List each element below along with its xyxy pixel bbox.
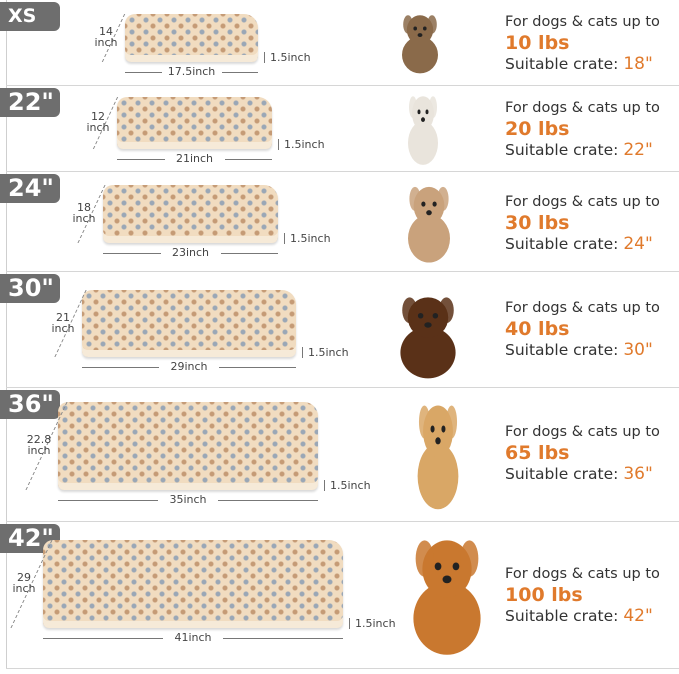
fit-description: For dogs & cats up to — [505, 100, 660, 116]
depth-value: 22.8 — [26, 433, 52, 446]
ragdoll-cat-icon — [408, 96, 438, 165]
yorkie-dog-icon — [402, 15, 438, 74]
golden-retriever-sitting-icon — [417, 405, 459, 510]
depth-value: 29 — [17, 571, 31, 584]
width-label: 21inch — [164, 153, 225, 164]
size-row: XS 14 inch 17.5inch 1.5inch For dogs & ca… — [0, 0, 679, 86]
dachshund-icon — [400, 297, 456, 379]
thickness-label: 1.5inch — [284, 233, 331, 244]
depth-label: 18 inch — [67, 202, 101, 224]
depth-unit: inch — [86, 121, 110, 134]
fit-info: For dogs & cats up to 100 lbs Suitable c… — [505, 564, 660, 627]
depth-unit: inch — [94, 36, 118, 49]
crate-label: Suitable crate: — [505, 341, 619, 359]
depth-label: 29 inch — [7, 572, 41, 594]
width-label: 29inch — [159, 361, 219, 372]
fit-info: For dogs & cats up to 65 lbs Suitable cr… — [505, 422, 660, 485]
thickness-label: 1.5inch — [278, 139, 325, 150]
suitable-crate: Suitable crate: 24" — [505, 234, 660, 255]
weight-limit: 20 lbs — [505, 118, 570, 140]
weight-limit: 10 lbs — [505, 32, 570, 54]
crate-label: Suitable crate: — [505, 607, 619, 625]
size-row: 42" 29 inch 41inch 1.5inch For dogs & cat… — [0, 522, 679, 669]
thickness-label: 1.5inch — [349, 618, 396, 629]
crate-size: 30" — [623, 340, 653, 360]
size-row: 22" 12 inch 21inch 1.5inch For dogs & cat… — [0, 86, 679, 172]
thickness-label: 1.5inch — [264, 52, 311, 63]
depth-value: 12 — [91, 110, 105, 123]
size-row: 36" 22.8 inch 35inch 1.5inch For dogs & c… — [0, 388, 679, 522]
pet-mat-image — [117, 97, 272, 149]
width-label: 17.5inch — [161, 66, 222, 77]
pet-mat-image — [58, 402, 318, 490]
depth-value: 18 — [77, 201, 91, 214]
fit-info: For dogs & cats up to 30 lbs Suitable cr… — [505, 192, 660, 255]
width-label: 41inch — [163, 632, 223, 643]
suitable-crate: Suitable crate: 42" — [505, 606, 660, 627]
crate-size: 36" — [623, 464, 653, 484]
depth-unit: inch — [12, 582, 36, 595]
width-label: 35inch — [158, 494, 218, 505]
crate-label: Suitable crate: — [505, 141, 619, 159]
pet-mat-image — [103, 185, 278, 243]
suitable-crate: Suitable crate: 22" — [505, 140, 660, 161]
crate-size: 18" — [623, 54, 653, 74]
depth-value: 14 — [99, 25, 113, 38]
width-label: 23inch — [160, 247, 221, 258]
french-bulldog-icon — [408, 186, 450, 263]
depth-label: 14 inch — [89, 26, 123, 48]
depth-label: 22.8 inch — [22, 434, 56, 456]
fit-info: For dogs & cats up to 40 lbs Suitable cr… — [505, 298, 660, 361]
thickness-label: 1.5inch — [324, 480, 371, 491]
crate-label: Suitable crate: — [505, 235, 619, 253]
fit-info: For dogs & cats up to 10 lbs Suitable cr… — [505, 12, 660, 75]
depth-unit: inch — [27, 444, 51, 457]
depth-label: 12 inch — [81, 111, 115, 133]
weight-limit: 30 lbs — [505, 212, 570, 234]
pet-mat-image — [43, 540, 343, 628]
golden-retriever-lying-icon — [413, 540, 481, 655]
crate-size: 24" — [623, 234, 653, 254]
suitable-crate: Suitable crate: 18" — [505, 54, 660, 75]
size-badge: 30" — [0, 274, 60, 303]
fit-description: For dogs & cats up to — [505, 566, 660, 582]
crate-size: 42" — [623, 606, 653, 626]
size-badge: XS — [0, 2, 60, 31]
fit-description: For dogs & cats up to — [505, 300, 660, 316]
fit-description: For dogs & cats up to — [505, 194, 660, 210]
size-badge: 22" — [0, 88, 60, 117]
weight-limit: 100 lbs — [505, 584, 583, 606]
suitable-crate: Suitable crate: 36" — [505, 464, 660, 485]
weight-limit: 40 lbs — [505, 318, 570, 340]
weight-limit: 65 lbs — [505, 442, 570, 464]
suitable-crate: Suitable crate: 30" — [505, 340, 660, 361]
pet-mat-image — [125, 14, 258, 62]
depth-value: 21 — [56, 310, 70, 324]
size-row: 30" 21 inch 29inch 1.5inch For dogs & cat… — [0, 272, 679, 388]
depth-unit: inch — [51, 321, 75, 335]
crate-size: 22" — [623, 140, 653, 160]
thickness-label: 1.5inch — [302, 347, 349, 358]
size-badge: 24" — [0, 174, 60, 203]
size-row: 24" 18 inch 23inch 1.5inch For dogs & cat… — [0, 172, 679, 272]
pet-mat-image — [82, 290, 296, 357]
crate-label: Suitable crate: — [505, 55, 619, 73]
crate-label: Suitable crate: — [505, 465, 619, 483]
fit-info: For dogs & cats up to 20 lbs Suitable cr… — [505, 98, 660, 161]
size-badge: 36" — [0, 390, 60, 419]
depth-label: 21 inch — [46, 312, 80, 334]
depth-unit: inch — [72, 212, 96, 225]
fit-description: For dogs & cats up to — [505, 14, 660, 30]
fit-description: For dogs & cats up to — [505, 424, 660, 440]
